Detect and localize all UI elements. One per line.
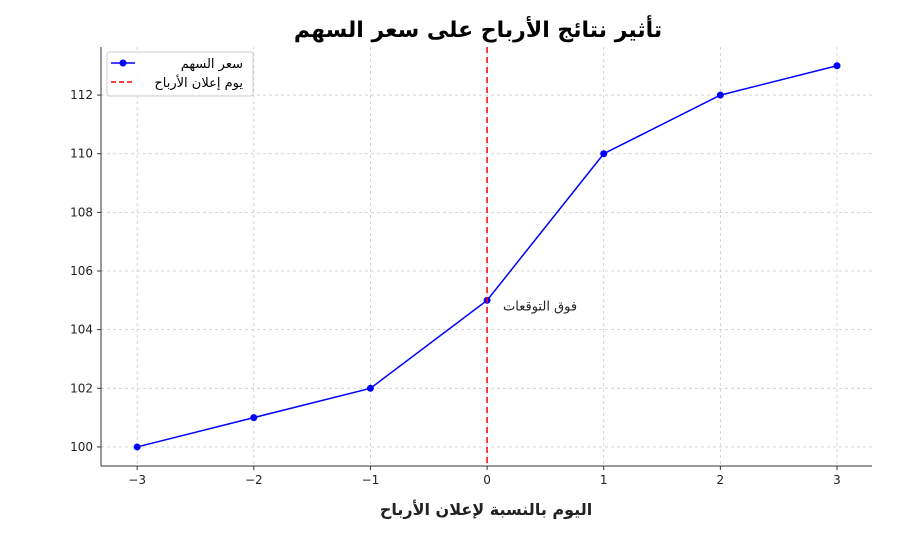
x-tick-label: 3 [833, 473, 841, 487]
y-tick-label: 100 [70, 440, 93, 454]
data-point [366, 384, 374, 392]
x-axis-label: اليوم بالنسبة لإعلان الأرباح [380, 500, 592, 519]
data-point [833, 62, 841, 70]
annotation-label: فوق التوقعات [503, 299, 577, 314]
x-tick-label: −3 [128, 473, 146, 487]
x-tick-label: 1 [600, 473, 608, 487]
chart-title: تأثير نتائج الأرباح على سعر السهم [294, 14, 662, 43]
y-tick-label: 102 [70, 381, 93, 395]
legend-marker-price [119, 59, 127, 67]
y-tick-label: 104 [70, 323, 93, 337]
x-tick-label: 0 [483, 473, 491, 487]
legend: سعر السهم يوم إعلان الأرباح [106, 51, 254, 97]
x-tick-label: −2 [245, 473, 263, 487]
y-tick-label: 108 [70, 205, 93, 219]
legend-box [106, 51, 254, 97]
x-tick-label: 2 [717, 473, 725, 487]
y-tick-label: 110 [70, 147, 93, 161]
y-tick-label: 106 [70, 264, 93, 278]
legend-label-announcement: يوم إعلان الأرباح [154, 74, 243, 91]
data-point [133, 443, 141, 451]
data-point [600, 150, 608, 158]
data-point [250, 414, 258, 422]
y-tick-label: 112 [70, 88, 93, 102]
x-tick-label: −1 [362, 473, 380, 487]
legend-label-price: سعر السهم [181, 57, 243, 72]
data-point [716, 91, 724, 99]
